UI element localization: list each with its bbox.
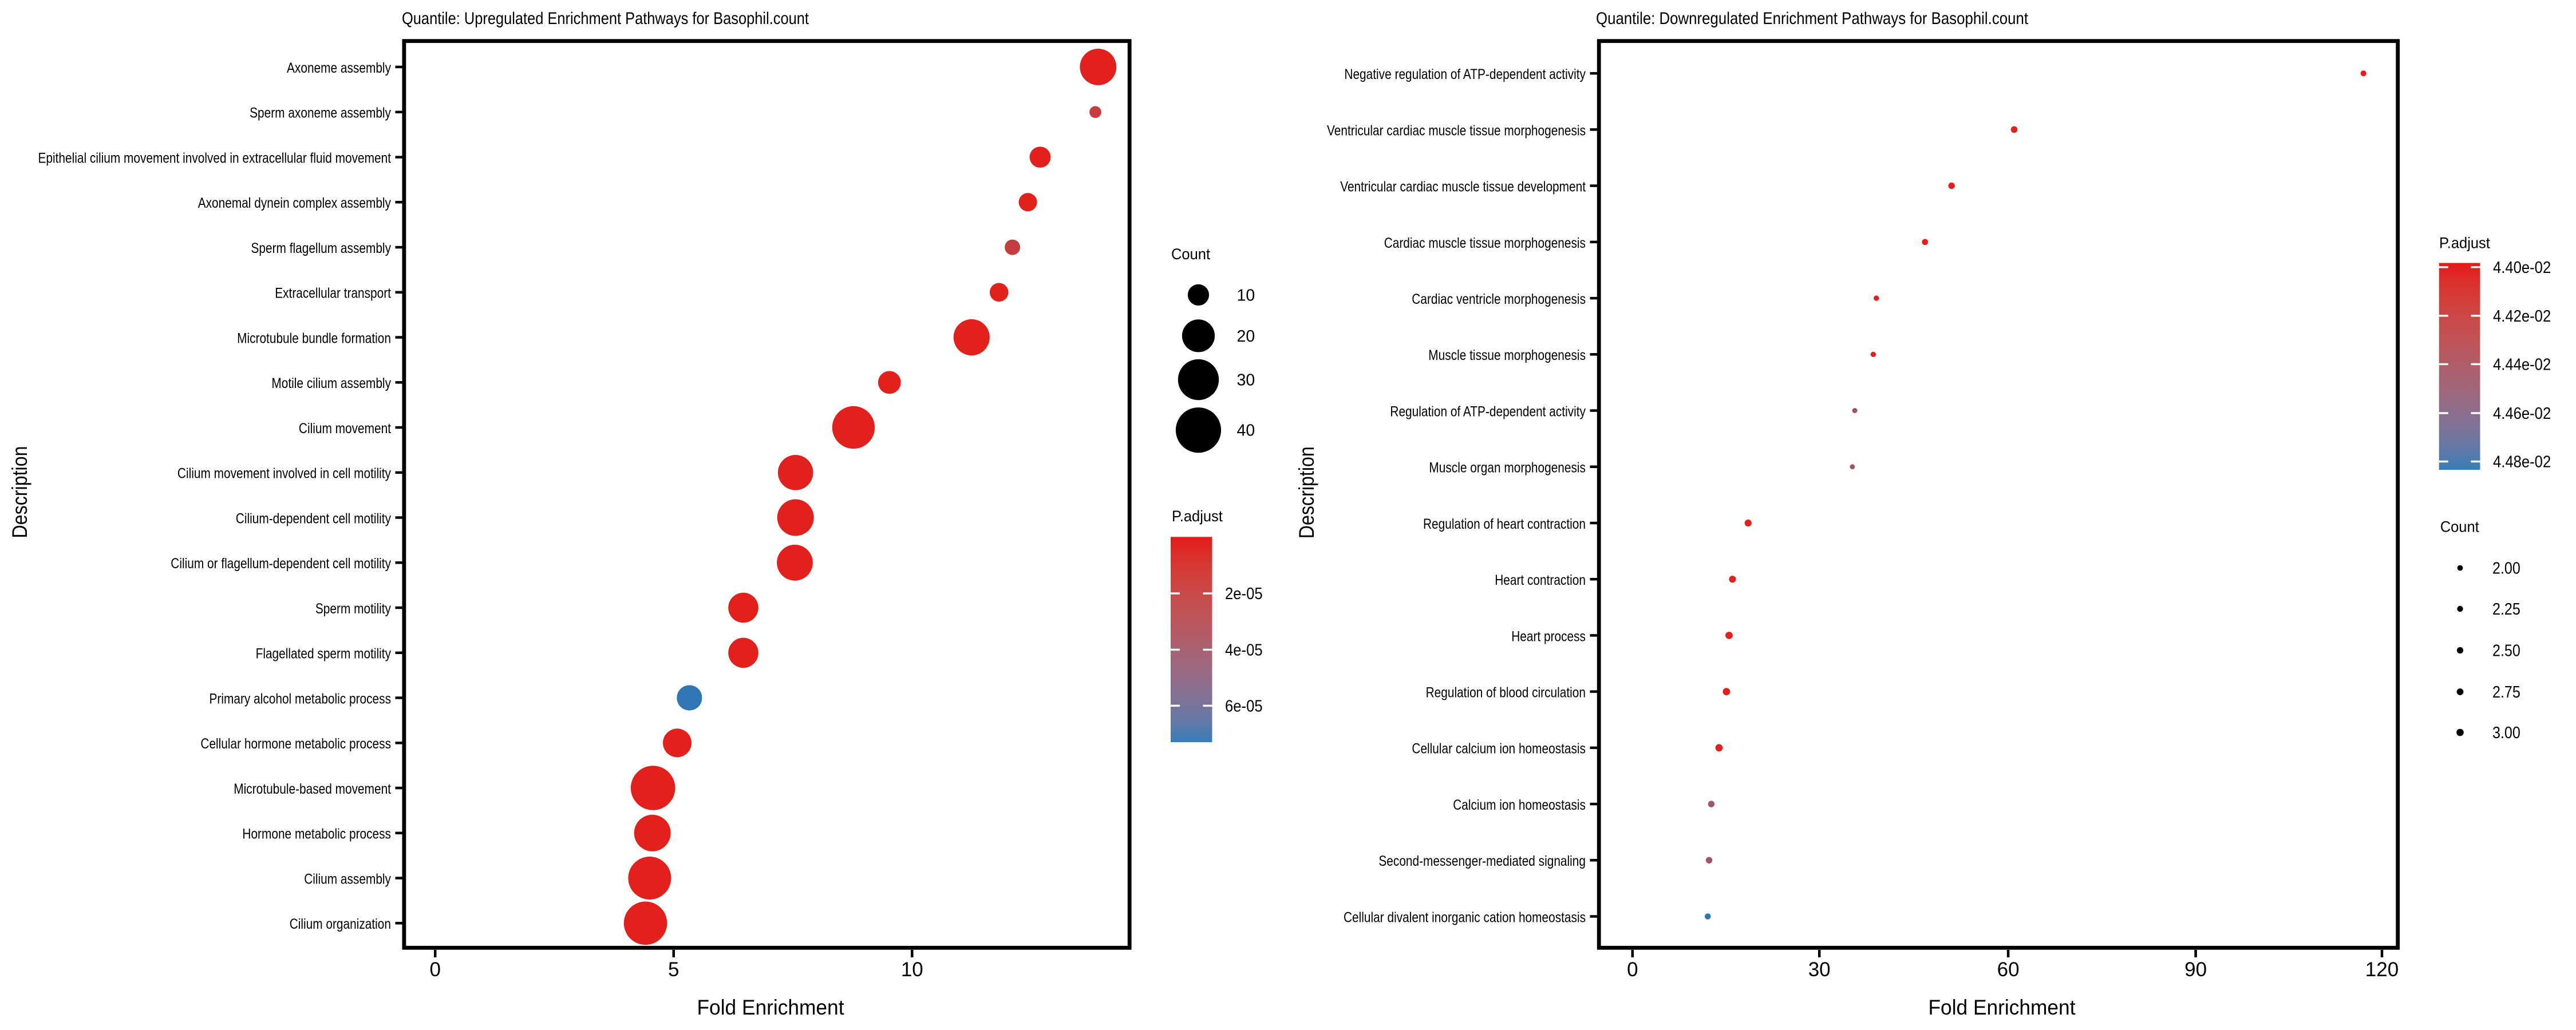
svg-text:Description: Description bbox=[8, 446, 31, 538]
svg-text:4.46e-02: 4.46e-02 bbox=[2493, 405, 2551, 423]
svg-text:Regulation of heart contractio: Regulation of heart contraction bbox=[1423, 516, 1586, 532]
svg-text:5: 5 bbox=[668, 958, 679, 981]
svg-text:Negative regulation of ATP-dep: Negative regulation of ATP-dependent act… bbox=[1344, 66, 1586, 82]
svg-text:Cardiac ventricle morphogenesi: Cardiac ventricle morphogenesis bbox=[1412, 291, 1586, 307]
svg-text:Regulation of blood circulatio: Regulation of blood circulation bbox=[1426, 685, 1586, 701]
svg-text:Fold Enrichment: Fold Enrichment bbox=[1929, 996, 2076, 1019]
svg-text:Description: Description bbox=[1295, 446, 1318, 538]
svg-text:Microtubule bundle formation: Microtubule bundle formation bbox=[237, 330, 391, 346]
svg-text:Fold Enrichment: Fold Enrichment bbox=[697, 996, 845, 1019]
svg-text:Axoneme assembly: Axoneme assembly bbox=[287, 60, 391, 76]
svg-text:120: 120 bbox=[2365, 958, 2399, 981]
svg-text:Cilium organization: Cilium organization bbox=[290, 916, 391, 932]
svg-text:Extracellular transport: Extracellular transport bbox=[275, 286, 391, 302]
svg-text:Sperm axoneme assembly: Sperm axoneme assembly bbox=[250, 105, 391, 121]
svg-text:Quantile: Upregulated Enrichme: Quantile: Upregulated Enrichment Pathway… bbox=[402, 9, 809, 28]
svg-text:2.75: 2.75 bbox=[2492, 683, 2520, 702]
svg-text:3.00: 3.00 bbox=[2492, 724, 2520, 742]
svg-text:Hormone metabolic process: Hormone metabolic process bbox=[242, 826, 391, 842]
svg-text:0: 0 bbox=[1627, 958, 1638, 981]
svg-text:Count: Count bbox=[1171, 245, 1211, 263]
svg-text:Quantile: Downregulated Enrich: Quantile: Downregulated Enrichment Pathw… bbox=[1596, 9, 2029, 28]
svg-text:Motile cilium assembly: Motile cilium assembly bbox=[271, 375, 391, 391]
svg-text:Cellular calcium ion homeostas: Cellular calcium ion homeostasis bbox=[1412, 741, 1586, 757]
svg-text:P.adjust: P.adjust bbox=[2439, 234, 2490, 251]
svg-text:2e-05: 2e-05 bbox=[1225, 585, 1263, 603]
svg-text:Muscle tissue morphogenesis: Muscle tissue morphogenesis bbox=[1428, 347, 1586, 363]
svg-text:Cellular divalent inorganic ca: Cellular divalent inorganic cation homeo… bbox=[1344, 909, 1586, 925]
svg-text:2.50: 2.50 bbox=[2492, 642, 2520, 660]
svg-text:2.00: 2.00 bbox=[2492, 560, 2520, 578]
svg-text:6e-05: 6e-05 bbox=[1225, 697, 1263, 715]
svg-text:Cilium or flagellum-dependent: Cilium or flagellum-dependent cell motil… bbox=[171, 556, 391, 572]
svg-text:Sperm motility: Sperm motility bbox=[315, 601, 392, 617]
svg-text:2.25: 2.25 bbox=[2492, 600, 2520, 619]
svg-text:Heart contraction: Heart contraction bbox=[1495, 572, 1586, 588]
svg-text:Ventricular cardiac muscle tis: Ventricular cardiac muscle tissue develo… bbox=[1340, 179, 1586, 195]
svg-text:Second-messenger-mediated sign: Second-messenger-mediated signaling bbox=[1378, 853, 1586, 869]
svg-text:Calcium ion homeostasis: Calcium ion homeostasis bbox=[1453, 797, 1586, 813]
svg-text:Heart process: Heart process bbox=[1511, 628, 1586, 644]
svg-text:Epithelial cilium movement inv: Epithelial cilium movement involved in e… bbox=[38, 150, 392, 166]
svg-text:4.44e-02: 4.44e-02 bbox=[2493, 355, 2551, 374]
svg-text:Cilium assembly: Cilium assembly bbox=[304, 871, 391, 888]
svg-text:Muscle organ morphogenesis: Muscle organ morphogenesis bbox=[1429, 460, 1586, 476]
svg-text:Cilium-dependent cell motility: Cilium-dependent cell motility bbox=[236, 510, 392, 526]
svg-text:P.adjust: P.adjust bbox=[1172, 508, 1223, 525]
svg-text:Cardiac muscle tissue morphoge: Cardiac muscle tissue morphogenesis bbox=[1384, 235, 1586, 251]
svg-text:60: 60 bbox=[1997, 958, 2020, 981]
svg-text:20: 20 bbox=[1237, 327, 1255, 346]
svg-text:Primary alcohol metabolic proc: Primary alcohol metabolic process bbox=[210, 691, 392, 707]
svg-text:4.48e-02: 4.48e-02 bbox=[2493, 453, 2551, 472]
svg-text:4.40e-02: 4.40e-02 bbox=[2493, 259, 2551, 277]
svg-text:4.42e-02: 4.42e-02 bbox=[2493, 307, 2551, 326]
svg-text:Cellular hormone metabolic pro: Cellular hormone metabolic process bbox=[200, 736, 391, 752]
svg-text:Ventricular cardiac muscle tis: Ventricular cardiac muscle tissue morpho… bbox=[1327, 122, 1586, 138]
svg-text:Regulation of ATP-dependent ac: Regulation of ATP-dependent activity bbox=[1390, 403, 1586, 419]
svg-text:0: 0 bbox=[429, 958, 440, 981]
svg-text:Flagellated sperm motility: Flagellated sperm motility bbox=[256, 646, 392, 662]
svg-text:Sperm flagellum assembly: Sperm flagellum assembly bbox=[251, 240, 392, 256]
svg-text:Cilium movement: Cilium movement bbox=[299, 421, 391, 437]
svg-text:30: 30 bbox=[1237, 371, 1255, 390]
svg-text:90: 90 bbox=[2184, 958, 2207, 981]
svg-text:Count: Count bbox=[2440, 518, 2480, 535]
svg-text:Cilium movement involved in ce: Cilium movement involved in cell motilit… bbox=[177, 466, 392, 482]
svg-text:30: 30 bbox=[1808, 958, 1831, 981]
svg-text:Axonemal dynein complex assemb: Axonemal dynein complex assembly bbox=[198, 195, 392, 211]
svg-text:4e-05: 4e-05 bbox=[1225, 641, 1263, 659]
svg-text:10: 10 bbox=[1237, 286, 1255, 304]
svg-text:40: 40 bbox=[1237, 422, 1255, 440]
svg-text:Microtubule-based movement: Microtubule-based movement bbox=[234, 781, 391, 797]
svg-text:10: 10 bbox=[901, 958, 923, 981]
